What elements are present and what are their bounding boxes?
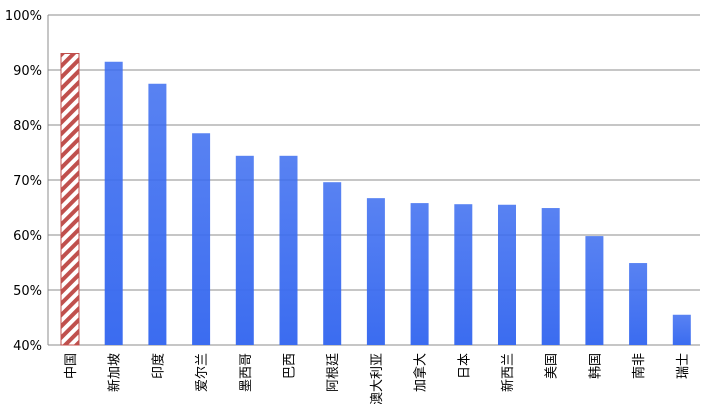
- bar: [279, 155, 298, 345]
- x-tick-label: 新加坡: [107, 353, 123, 392]
- bar: [498, 204, 516, 345]
- x-tick-label: 澳大利亚: [369, 353, 385, 404]
- bar: [541, 208, 560, 345]
- x-tick-label: 阿根廷: [326, 353, 341, 392]
- y-tick-label: 50%: [13, 284, 42, 299]
- bar: [323, 182, 342, 345]
- y-tick-label: 70%: [13, 174, 42, 189]
- x-tick-label: 巴西: [283, 353, 298, 379]
- bar: [410, 203, 429, 345]
- bar: [454, 204, 473, 345]
- x-tick-label: 加拿大: [413, 353, 429, 392]
- y-tick-label: 80%: [13, 119, 42, 134]
- x-tick-label: 印度: [150, 353, 166, 379]
- x-tick-label: 美国: [545, 353, 560, 379]
- x-tick-label: 瑞士: [676, 353, 691, 379]
- y-tick-label: 60%: [13, 229, 42, 244]
- x-tick-label: 南非: [631, 353, 647, 379]
- bar: [629, 263, 648, 345]
- bar: [672, 314, 691, 345]
- y-tick-label: 90%: [13, 64, 42, 79]
- bar: [104, 61, 123, 345]
- x-tick-label: 中国: [64, 353, 79, 379]
- x-tick-label: 墨西哥: [239, 353, 254, 392]
- bar: [366, 198, 385, 345]
- x-tick-label: 新西兰: [500, 353, 516, 392]
- x-tick-label: 日本: [457, 353, 472, 379]
- bar: [585, 236, 604, 345]
- y-tick-label: 100%: [5, 9, 42, 24]
- bar: [192, 133, 211, 345]
- x-tick-label: 韩国: [588, 353, 603, 379]
- y-tick-label: 40%: [13, 339, 42, 354]
- bar: [235, 155, 254, 345]
- bar: [148, 83, 167, 345]
- bar: [60, 53, 80, 346]
- x-tick-label: 爱尔兰: [195, 353, 210, 392]
